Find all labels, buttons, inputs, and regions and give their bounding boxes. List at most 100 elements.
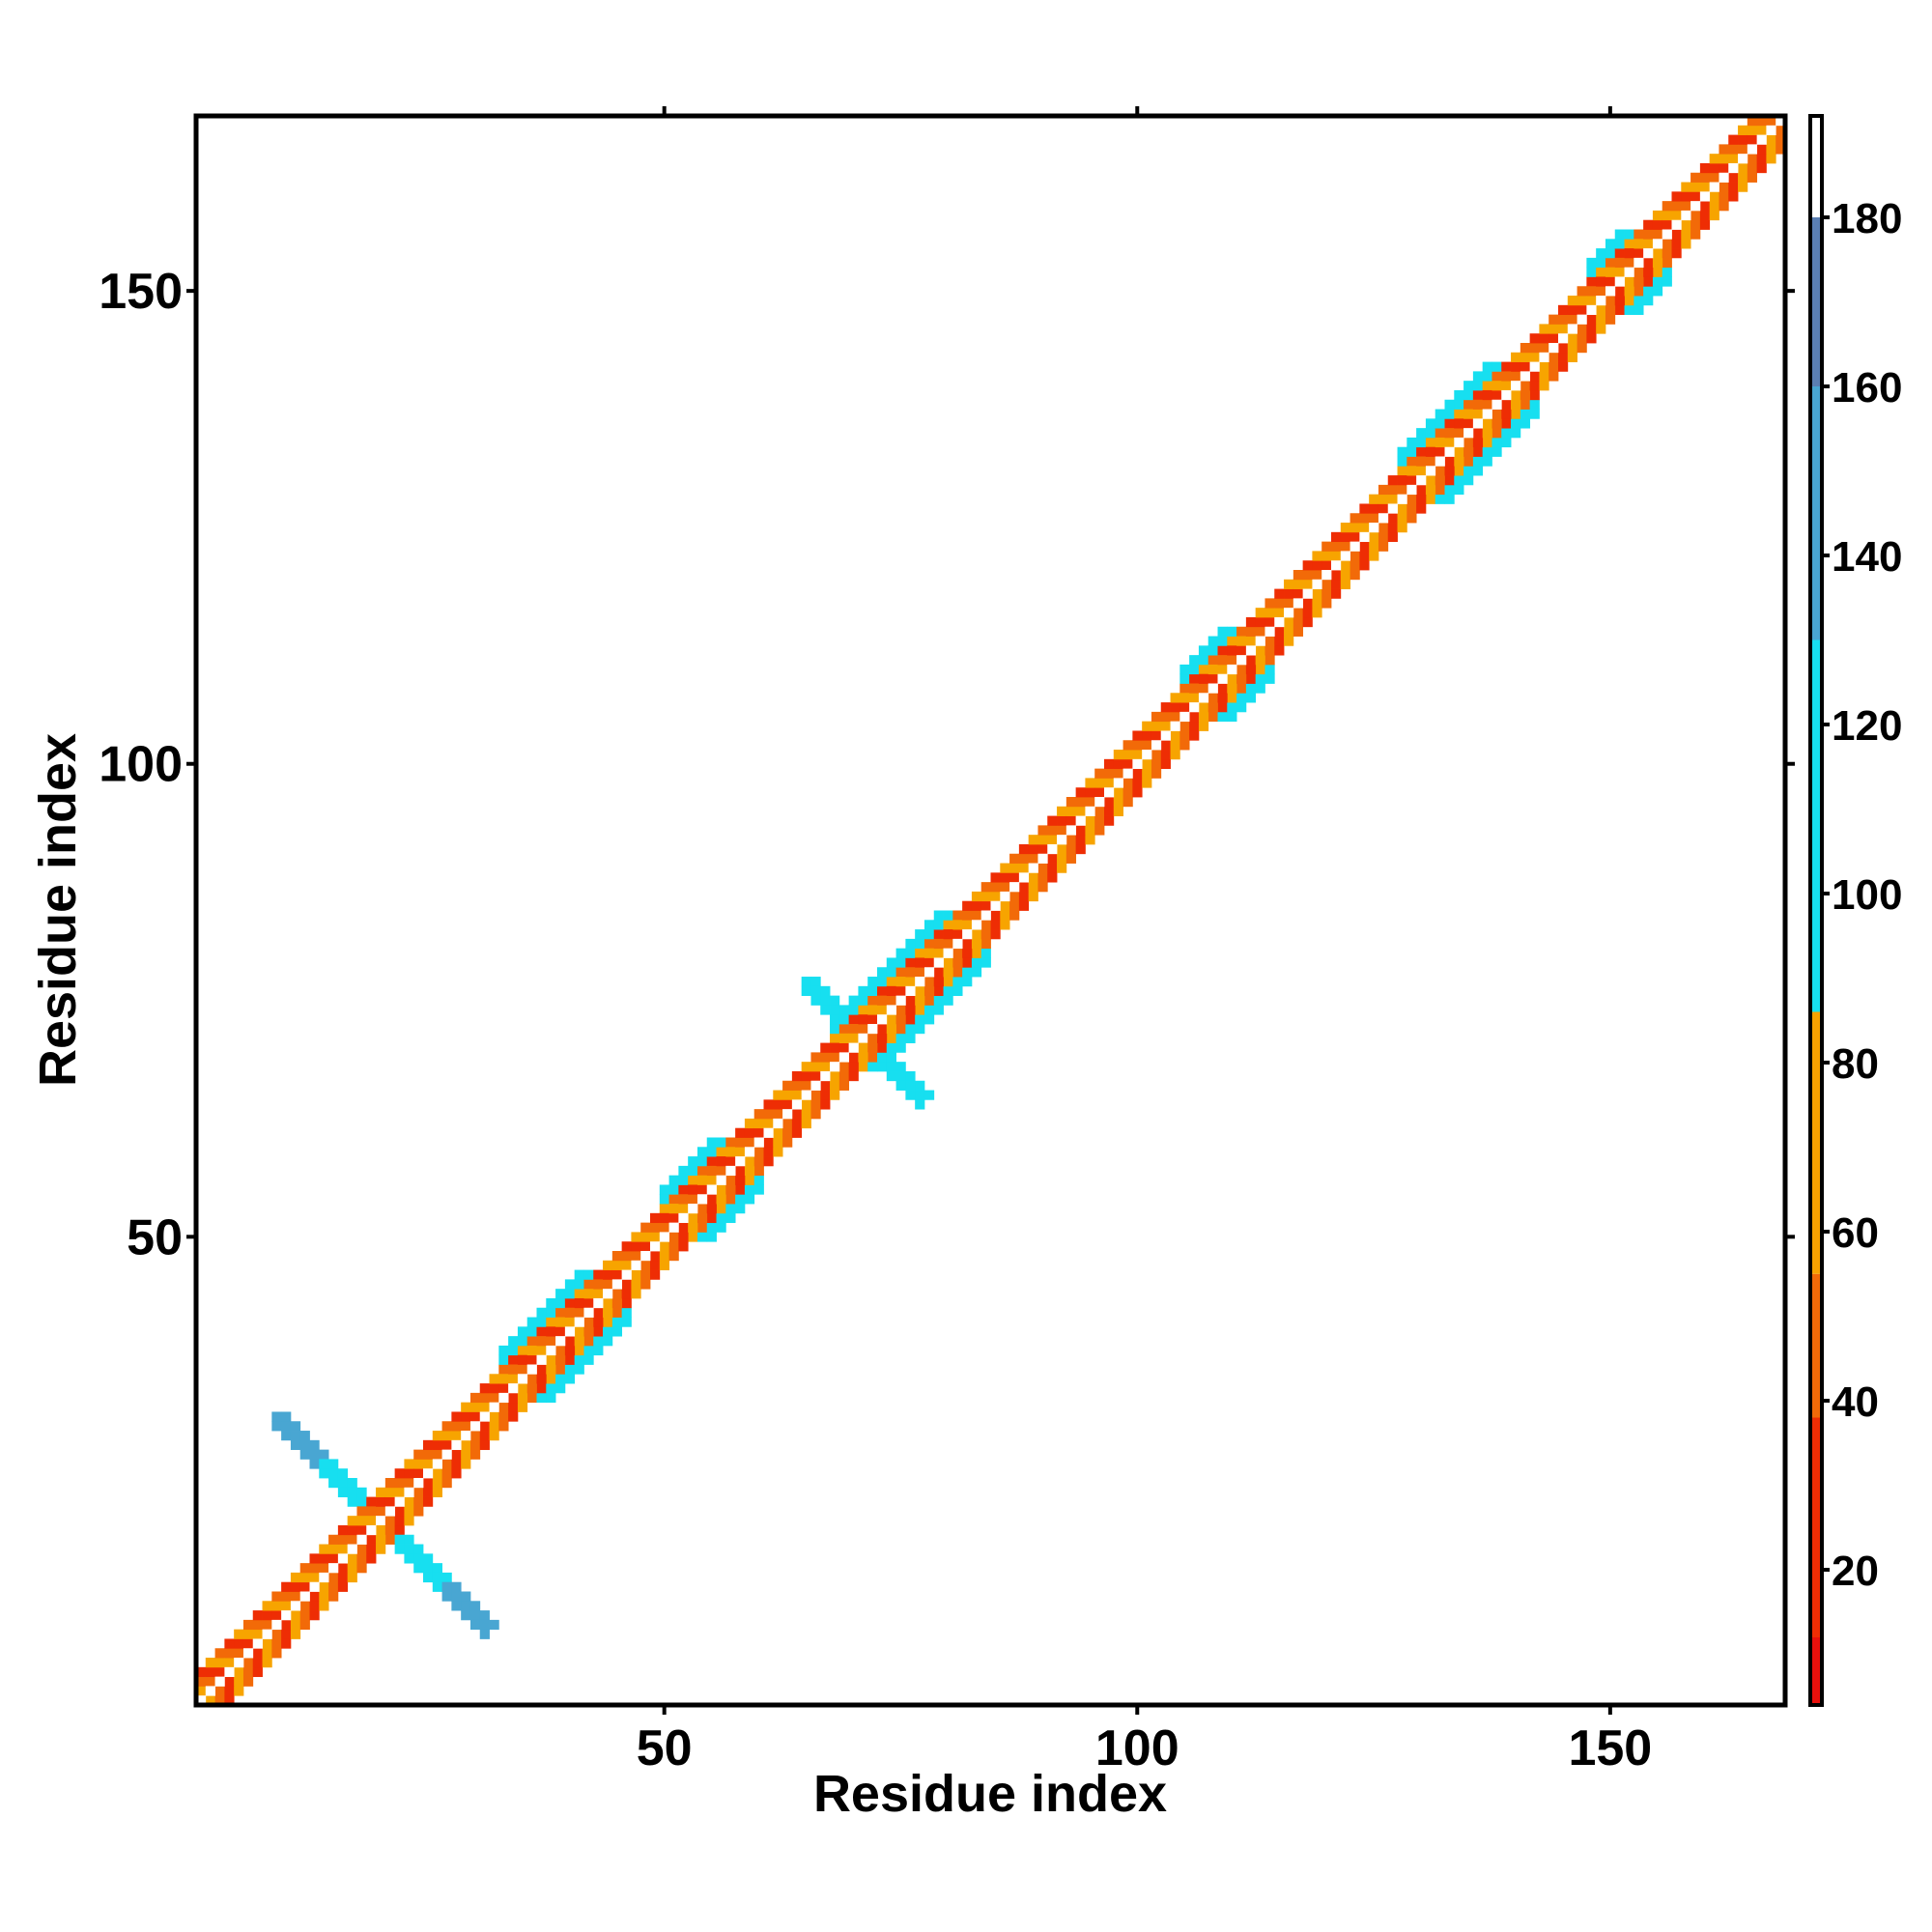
heatmap-cell (1321, 588, 1332, 599)
heatmap-cell (933, 977, 944, 987)
heatmap-cell (1756, 144, 1767, 155)
heatmap-cell (744, 1156, 755, 1167)
heatmap-cell (1160, 711, 1171, 723)
heatmap-cell (1132, 768, 1143, 779)
heatmap-cell (1321, 541, 1332, 552)
heatmap-cell (1586, 296, 1597, 306)
heatmap-cell (1406, 494, 1417, 504)
heatmap-cell (1482, 361, 1492, 372)
heatmap-cell (1397, 475, 1407, 486)
heatmap-cell (281, 1629, 292, 1639)
heatmap-cell (1340, 523, 1350, 533)
heatmap-cell (413, 1563, 424, 1574)
heatmap-cell (1719, 162, 1729, 174)
heatmap-cell (943, 985, 953, 997)
heatmap-cell (1662, 201, 1672, 212)
heatmap-cell (1037, 843, 1048, 855)
heatmap-cell (583, 1345, 594, 1356)
heatmap-cell (603, 1260, 613, 1270)
heatmap-cell (1397, 484, 1407, 496)
heatmap-cell (858, 1024, 868, 1035)
heatmap-cell (858, 1042, 868, 1053)
heatmap-cell (413, 1449, 424, 1460)
heatmap-cell (858, 1005, 868, 1015)
heatmap-cell (1662, 229, 1672, 240)
heatmap-cell (1709, 162, 1719, 174)
heatmap-cell (1057, 835, 1067, 845)
heatmap-cell (394, 1478, 405, 1489)
heatmap-cell (1264, 608, 1275, 618)
heatmap-cell (1293, 616, 1304, 628)
heatmap-cell (1198, 693, 1209, 703)
heatmap-cell (1501, 399, 1512, 410)
heatmap-cell (763, 1137, 774, 1148)
heatmap-cell (886, 985, 896, 997)
heatmap-cell (583, 1279, 594, 1290)
heatmap-cell (971, 920, 982, 930)
heatmap-cell (1047, 853, 1058, 864)
heatmap-cell (943, 910, 953, 921)
heatmap-cell (1075, 815, 1086, 826)
heatmap-cell (1312, 588, 1322, 599)
heatmap-cell (923, 948, 935, 958)
heatmap-cell (1085, 835, 1095, 845)
heatmap-cell (1075, 835, 1086, 845)
heatmap-cell (347, 1553, 357, 1564)
heatmap-cell (469, 1402, 481, 1412)
heatmap-cell (943, 948, 953, 958)
heatmap-cell (923, 995, 935, 1006)
heatmap-cell (735, 1175, 746, 1185)
heatmap-cell (583, 1269, 594, 1280)
heatmap-cell (1387, 513, 1398, 524)
heatmap-cell (933, 920, 944, 930)
heatmap-cell (867, 1033, 878, 1043)
heatmap-cell (1652, 248, 1663, 259)
heatmap-cell (1255, 655, 1265, 666)
heatmap-cell (205, 1666, 215, 1678)
heatmap-cell (659, 1222, 669, 1233)
heatmap-cell (1387, 531, 1398, 543)
heatmap-cell (1652, 210, 1663, 221)
heatmap-cell (1000, 910, 1010, 921)
heatmap-cell (716, 1222, 726, 1233)
heatmap-cell (962, 957, 973, 968)
heatmap-cell (1179, 664, 1190, 675)
heatmap-cell (1397, 494, 1407, 504)
heatmap-cell (479, 1619, 490, 1631)
heatmap-cell (404, 1496, 414, 1507)
heatmap-cell (1416, 503, 1427, 514)
heatmap-cell (1766, 116, 1776, 127)
heatmap-cell (1454, 456, 1464, 467)
heatmap-cell (1264, 645, 1275, 656)
heatmap-cell (1511, 399, 1521, 410)
heatmap-cell (1255, 664, 1265, 675)
heatmap-cell (848, 1070, 859, 1082)
heatmap-cell (1520, 409, 1531, 419)
heatmap-cell (696, 1184, 708, 1195)
heatmap-cell (1122, 750, 1133, 760)
heatmap-cell (205, 1686, 215, 1696)
heatmap-cell (1009, 882, 1020, 893)
heatmap-cell (1596, 257, 1606, 269)
heatmap-cell (1321, 570, 1332, 581)
heatmap-cell (933, 985, 944, 997)
heatmap-cell (923, 920, 935, 930)
heatmap-cell (952, 920, 963, 930)
heatmap-cell (923, 938, 935, 950)
heatmap-cell (1596, 324, 1606, 334)
heatmap-cell (555, 1364, 566, 1375)
heatmap-cell (252, 1619, 263, 1631)
heatmap-cell (1264, 636, 1275, 646)
heatmap-cell (1321, 598, 1332, 609)
heatmap-cell (1586, 324, 1597, 334)
heatmap-cell (508, 1383, 519, 1394)
heatmap-cell (678, 1232, 689, 1242)
heatmap-cell (347, 1544, 357, 1554)
heatmap-cell (1057, 853, 1067, 864)
heatmap-cell (1160, 740, 1171, 751)
heatmap-cell (299, 1439, 310, 1451)
heatmap-cell (971, 938, 982, 950)
heatmap-cell (461, 1610, 471, 1621)
heatmap-cell (555, 1354, 566, 1365)
heatmap-cell (915, 1005, 925, 1015)
